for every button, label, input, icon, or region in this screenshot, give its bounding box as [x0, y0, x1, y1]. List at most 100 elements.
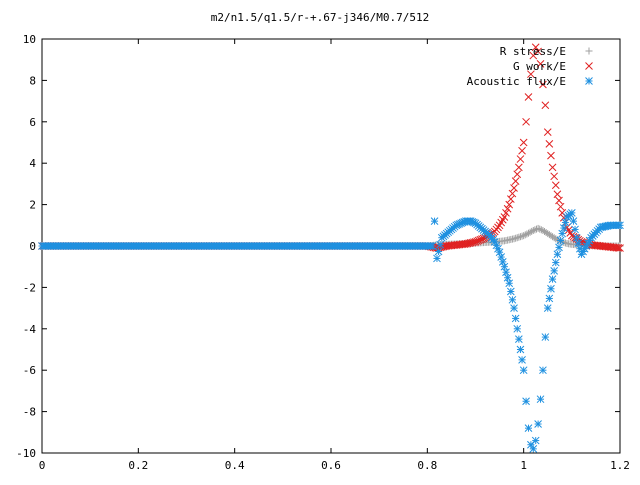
data-point: [524, 229, 532, 237]
data-point: [572, 233, 581, 242]
data-point: [524, 424, 533, 433]
data-point: [541, 101, 550, 110]
legend-label: Acoustic flux/E: [467, 75, 566, 88]
data-point: [527, 70, 535, 79]
data-point: [521, 231, 529, 239]
data-point: [463, 239, 472, 248]
data-point: [465, 239, 473, 248]
data-point: [536, 59, 545, 68]
y-tick-label: 4: [29, 157, 36, 170]
data-point: [531, 436, 540, 445]
data-point: [511, 314, 520, 323]
data-point: [569, 217, 578, 226]
data-point: [531, 226, 539, 234]
data-point: [514, 335, 523, 344]
data-point: [518, 355, 526, 364]
data-point: [553, 250, 562, 259]
data-point: [571, 225, 579, 234]
x-tick-label: 0: [39, 459, 46, 472]
x-tick-label: 0.6: [321, 459, 341, 472]
data-point: [555, 243, 563, 252]
data-point: [551, 258, 560, 267]
y-tick-label: 2: [29, 199, 36, 212]
data-point: [550, 172, 559, 181]
data-point: [616, 244, 624, 252]
legend-label: G work/E: [513, 60, 566, 73]
data-point: [616, 221, 624, 230]
data-point: [539, 80, 547, 89]
y-tick-label: 10: [23, 33, 36, 46]
data-point: [547, 151, 555, 160]
x-tick-label: 0.8: [417, 459, 437, 472]
data-point: [528, 227, 536, 235]
data-point: [556, 202, 565, 211]
data-point: [556, 236, 565, 245]
data-point: [508, 295, 517, 304]
data-point: [495, 248, 504, 257]
data-point: [502, 209, 510, 217]
y-tick-label: 6: [29, 116, 36, 129]
y-tick-label: -2: [23, 281, 36, 294]
data-point: [513, 170, 522, 179]
axis-ticks: 0 0.2 0.4 0.6 0.8 1 1.2 -10 -8 -6 -4 -2 0 2 4 6 8 10: [16, 33, 630, 472]
data-point: [548, 275, 557, 283]
data-point: [567, 209, 576, 217]
data-point: [537, 226, 545, 234]
y-tick-label: 8: [29, 74, 36, 87]
data-point: [498, 258, 507, 266]
data-point: [522, 117, 530, 126]
data-point: [524, 93, 533, 101]
data-point: [558, 229, 567, 238]
data-point: [529, 445, 538, 453]
x-tick-label: 1.2: [610, 459, 630, 472]
data-point: [523, 230, 531, 238]
data-point: [428, 242, 437, 250]
y-tick-label: -10: [16, 447, 36, 460]
data-point: [550, 266, 559, 275]
data-point: [433, 254, 441, 263]
data-point: [510, 304, 518, 312]
legend-marker: [585, 62, 593, 70]
data-point: [514, 163, 523, 172]
data-point: [505, 200, 514, 209]
data-point: [536, 225, 544, 233]
data-point: [508, 189, 517, 198]
x-tick-label: 0.4: [225, 459, 245, 472]
data-point: [460, 240, 469, 248]
data-point: [534, 47, 542, 56]
data-point: [513, 234, 521, 242]
y-tick-label: 0: [29, 240, 36, 253]
data-point: [534, 420, 542, 428]
data-point: [529, 226, 537, 234]
data-point: [434, 247, 443, 256]
legend: R stress/E G work/E Acoustic flux/E: [467, 45, 593, 88]
data-point: [505, 279, 514, 288]
data-point: [500, 262, 509, 271]
x-tick-label: 1: [520, 459, 527, 472]
data-point: [545, 140, 554, 148]
data-point: [519, 138, 528, 147]
data-point: [506, 287, 515, 296]
y-tick-label: -8: [23, 406, 36, 419]
data-point: [536, 395, 545, 404]
series-2: [38, 209, 624, 453]
data-point: [518, 232, 526, 240]
data-point: [555, 196, 563, 205]
data-point: [430, 217, 439, 226]
data-point: [534, 224, 542, 232]
data-point: [614, 244, 623, 252]
data-point: [502, 268, 510, 277]
data-point: [510, 184, 518, 192]
data-point: [503, 273, 512, 282]
data-point: [515, 233, 523, 241]
data-point: [518, 146, 526, 155]
data-point: [545, 294, 554, 303]
data-point: [466, 239, 475, 247]
data-point: [516, 155, 525, 163]
data-point: [519, 366, 528, 375]
data-point: [543, 128, 552, 137]
data-point: [612, 243, 621, 252]
data-point: [516, 345, 525, 354]
